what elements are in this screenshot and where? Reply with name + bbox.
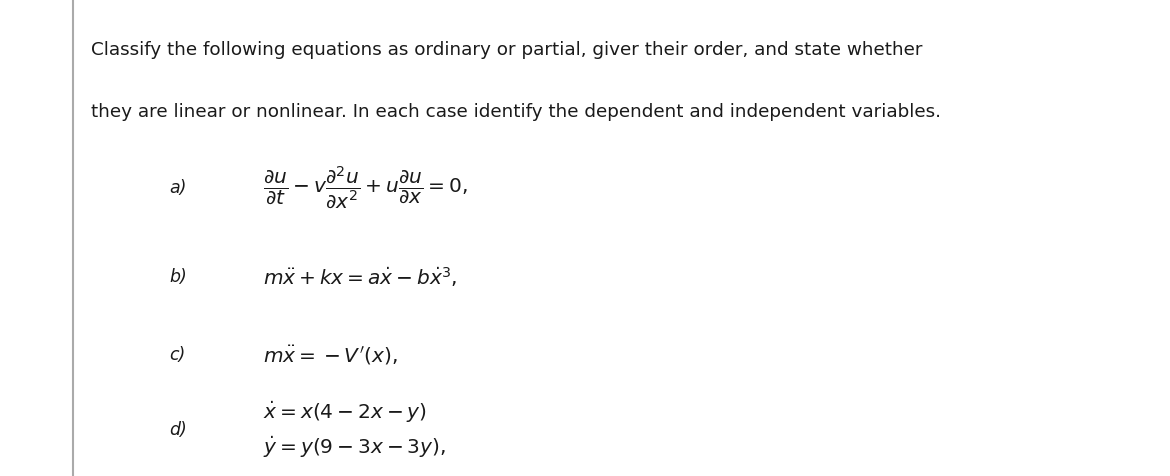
Text: a): a) [170,179,187,197]
Text: $\dfrac{\partial u}{\partial t} - v\dfrac{\partial^2 u}{\partial x^2} + u\dfrac{: $\dfrac{\partial u}{\partial t} - v\dfra… [263,165,468,211]
Text: $\dot{x} = x(4 - 2x - y)$: $\dot{x} = x(4 - 2x - y)$ [263,399,427,425]
Text: Classify the following equations as ordinary or partial, giver their order, and : Classify the following equations as ordi… [91,41,923,59]
Text: $\dot{y} = y(9 - 3x - 3y),$: $\dot{y} = y(9 - 3x - 3y),$ [263,434,446,459]
Text: c): c) [170,346,186,364]
Text: b): b) [170,267,187,285]
Text: $m\ddot{x} = -V'(x),$: $m\ddot{x} = -V'(x),$ [263,343,398,366]
Text: d): d) [170,420,187,438]
Text: they are linear or nonlinear. In each case identify the dependent and independen: they are linear or nonlinear. In each ca… [91,103,941,121]
Text: $m\ddot{x} + kx = a\dot{x} - b\dot{x}^{3},$: $m\ddot{x} + kx = a\dot{x} - b\dot{x}^{3… [263,264,457,288]
